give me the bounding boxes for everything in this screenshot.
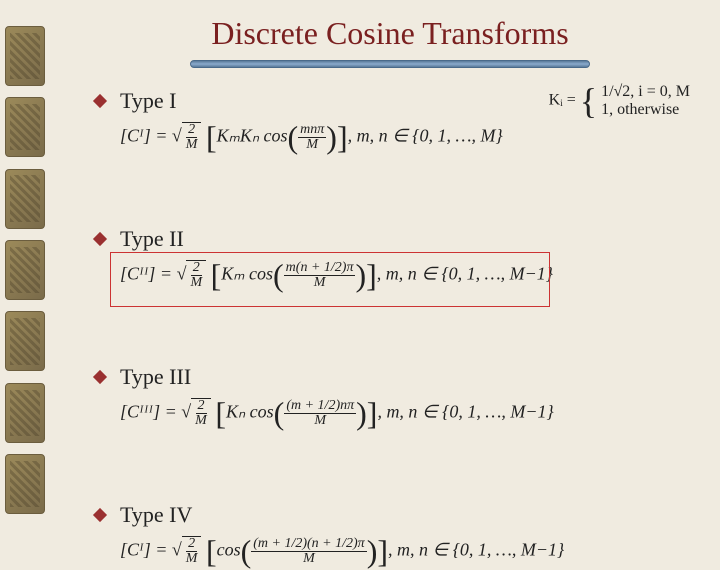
cos-fraction: mnπM — [298, 123, 326, 152]
numerator: 2 — [196, 399, 207, 414]
range: m, n ∈ {0, 1, …, M} — [357, 126, 503, 146]
open-paren-icon: ( — [241, 533, 252, 569]
formula-lhs: [Cᴵ] = — [120, 126, 167, 146]
sqrt-body: 2M — [182, 122, 202, 152]
close-paren-icon: ) — [367, 533, 378, 569]
item-body: Type III[Cᴵᴵᴵ] = √2M [Kₙ cos((m + 1/2)nπ… — [120, 364, 700, 432]
items-list: Type I[Cᴵ] = √2M [KₘKₙ cos(mnπM)], m, n … — [80, 88, 700, 570]
item-body: Type IV[Cᴵ⹽] = √2M [cos((m + 1/2)(n + 1/… — [120, 502, 700, 570]
fraction: 2M — [184, 123, 200, 152]
close-paren-icon: ) — [356, 395, 367, 431]
formula: [Cᴵ] = √2M [KₘKₙ cos(mnπM)], m, n ∈ {0, … — [120, 119, 700, 156]
list-item: Type I[Cᴵ] = √2M [KₘKₙ cos(mnπM)], m, n … — [80, 88, 700, 156]
fraction: 2M — [184, 537, 200, 566]
coefficient: cos — [217, 540, 241, 560]
open-paren-icon: ( — [288, 119, 299, 155]
cos-denominator: M — [304, 138, 320, 152]
highlight-box — [110, 252, 550, 307]
open-bracket-icon: [ — [206, 533, 217, 569]
list-item: Type III[Cᴵᴵᴵ] = √2M [Kₙ cos((m + 1/2)nπ… — [80, 364, 700, 432]
close-bracket-icon: ] — [337, 119, 348, 155]
slide-content: Discrete Cosine Transforms Kᵢ = { 1/√2, … — [60, 0, 720, 540]
type-label: Type III — [120, 364, 700, 390]
glyph-decoration — [5, 26, 45, 86]
fraction: 2M — [193, 399, 209, 428]
slide-title: Discrete Cosine Transforms — [80, 15, 700, 52]
denominator: M — [184, 138, 200, 152]
sqrt-body: 2M — [191, 398, 211, 428]
coefficient: KₘKₙ cos — [217, 126, 288, 146]
cos-numerator: (m + 1/2)(n + 1/2)π — [251, 537, 366, 552]
diamond-bullet-icon — [93, 232, 107, 246]
list-item: Type IV[Cᴵ⹽] = √2M [cos((m + 1/2)(n + 1/… — [80, 502, 700, 570]
formula: [Cᴵᴵ] = √2M [Kₘ cos(m(n + 1/2)πM)], m, n… — [120, 257, 700, 294]
close-bracket-icon: ] — [367, 395, 378, 431]
sqrt-symbol-icon: √ — [172, 540, 182, 560]
cos-denominator: M — [301, 552, 317, 566]
decorative-sidebar — [0, 0, 50, 540]
type-label: Type I — [120, 88, 700, 114]
cos-numerator: mnπ — [298, 123, 326, 138]
glyph-decoration — [5, 454, 45, 514]
range: m, n ∈ {0, 1, …, M−1} — [386, 402, 553, 422]
glyph-decoration — [5, 97, 45, 157]
open-bracket-icon: [ — [206, 119, 217, 155]
item-body: Type I[Cᴵ] = √2M [KₘKₙ cos(mnπM)], m, n … — [120, 88, 700, 156]
comma: , — [348, 126, 357, 146]
open-bracket-icon: [ — [215, 395, 226, 431]
formula: [Cᴵ⹽] = √2M [cos((m + 1/2)(n + 1/2)πM)],… — [120, 533, 700, 570]
diamond-bullet-icon — [93, 94, 107, 108]
formula-lhs: [Cᴵᴵᴵ] = — [120, 402, 177, 422]
cos-numerator: (m + 1/2)nπ — [284, 399, 356, 414]
cos-fraction: (m + 1/2)nπM — [284, 399, 356, 428]
cos-denominator: M — [312, 414, 328, 428]
denominator: M — [184, 552, 200, 566]
list-item: Type II [Cᴵᴵ] = √2M [Kₘ cos(m(n + 1/2)πM)… — [80, 226, 700, 294]
glyph-decoration — [5, 383, 45, 443]
close-paren-icon: ) — [326, 119, 337, 155]
cos-fraction: (m + 1/2)(n + 1/2)πM — [251, 537, 366, 566]
range: m, n ∈ {0, 1, …, M−1} — [397, 540, 564, 560]
numerator: 2 — [186, 537, 197, 552]
sqrt-symbol-icon: √ — [172, 126, 182, 146]
glyph-decoration — [5, 311, 45, 371]
sqrt-symbol-icon: √ — [181, 402, 191, 422]
formula-lhs: [Cᴵ⹽] = — [120, 540, 167, 560]
item-body: Type II [Cᴵᴵ] = √2M [Kₘ cos(m(n + 1/2)πM)… — [120, 226, 700, 294]
formula: [Cᴵᴵᴵ] = √2M [Kₙ cos((m + 1/2)nπM)], m, … — [120, 395, 700, 432]
comma: , — [388, 540, 397, 560]
numerator: 2 — [186, 123, 197, 138]
diamond-bullet-icon — [93, 370, 107, 384]
diamond-bullet-icon — [93, 508, 107, 522]
close-bracket-icon: ] — [377, 533, 388, 569]
type-label: Type IV — [120, 502, 700, 528]
glyph-decoration — [5, 169, 45, 229]
glyph-decoration — [5, 240, 45, 300]
type-label: Type II — [120, 226, 700, 252]
coefficient: Kₙ cos — [226, 402, 274, 422]
sqrt-body: 2M — [182, 536, 202, 566]
open-paren-icon: ( — [274, 395, 285, 431]
denominator: M — [193, 414, 209, 428]
title-underline — [190, 60, 590, 68]
